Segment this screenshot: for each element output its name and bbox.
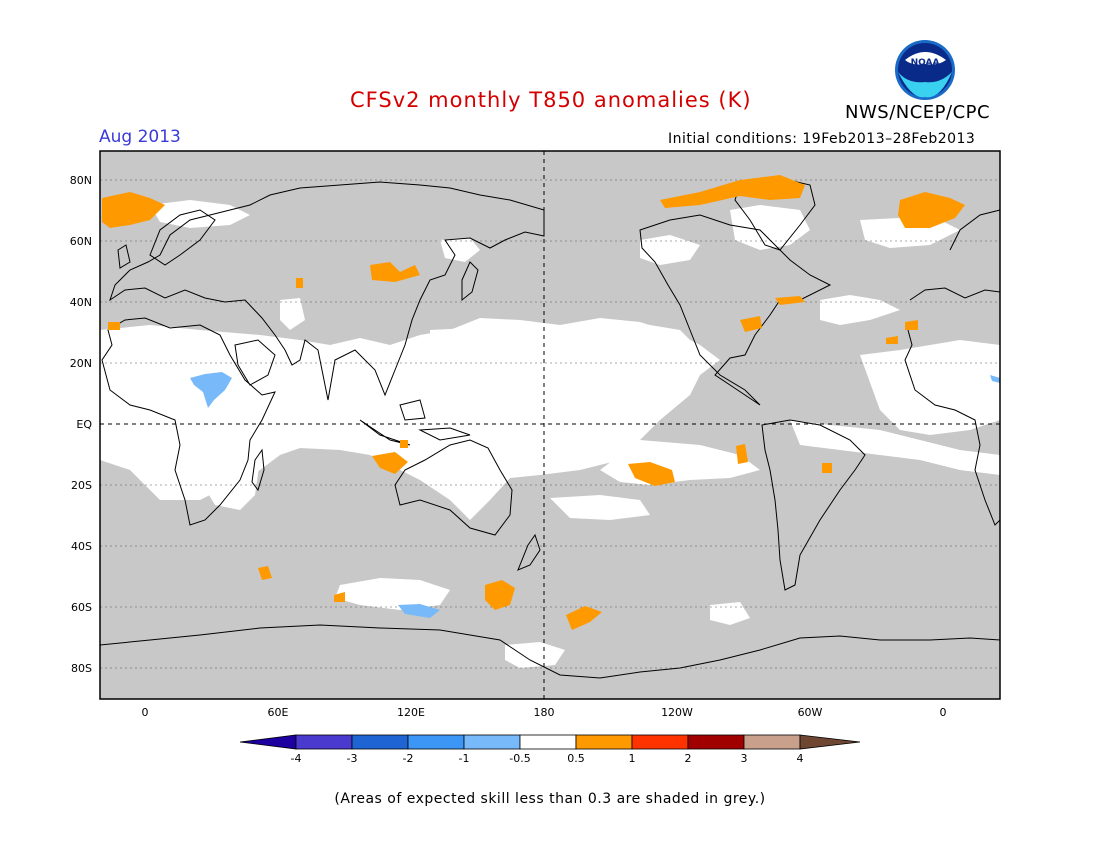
colorbar-label-05: 0.5 <box>567 752 585 765</box>
lon-label-60e: 60E <box>267 706 289 719</box>
colorbar-swatch-6 <box>575 734 633 750</box>
lat-label-80n: 80N <box>69 174 92 187</box>
colorbar <box>239 734 861 750</box>
colorbar-swatch-4 <box>463 734 521 750</box>
colorbar-arrow-high <box>799 734 861 750</box>
colorbar-label-m2: -2 <box>402 752 414 765</box>
lat-label-40n: 40N <box>69 296 92 309</box>
initial-conditions-label: Initial conditions: 19Feb2013–28Feb2013 <box>668 131 976 147</box>
colorbar-label-2: 2 <box>684 752 692 765</box>
lon-label-0-east: 0 <box>939 706 947 719</box>
colorbar-arrow-low <box>239 734 297 750</box>
colorbar-label-1: 1 <box>628 752 636 765</box>
colorbar-swatch-2 <box>351 734 409 750</box>
lat-label-60s: 60S <box>71 601 92 614</box>
map-frame <box>99 150 1001 700</box>
colorbar-swatch-8 <box>687 734 745 750</box>
colorbar-swatch-3 <box>407 734 465 750</box>
colorbar-swatch-9 <box>743 734 801 750</box>
map-title: CFSv2 monthly T850 anomalies (K) <box>350 88 752 112</box>
lat-label-60n: 60N <box>69 235 92 248</box>
organization-label: NWS/NCEP/CPC <box>845 102 991 123</box>
coastlines <box>99 177 1001 679</box>
colorbar-swatch-5 <box>519 734 577 750</box>
lat-label-40s: 40S <box>71 540 92 553</box>
noaa-logo: NOAA <box>895 40 955 100</box>
lon-label-120e: 120E <box>397 706 425 719</box>
lon-label-0: 0 <box>141 706 149 719</box>
negative-anomaly-regions <box>190 372 1000 618</box>
lat-label-80s: 80S <box>71 662 92 675</box>
colorbar-label-m1: -1 <box>458 752 470 765</box>
colorbar-label-4: 4 <box>796 752 804 765</box>
grid-lines <box>100 179 1000 669</box>
lat-label-20n: 20N <box>69 357 92 370</box>
lat-label-20s: 20S <box>71 479 92 492</box>
colorbar-label-m3: -3 <box>346 752 358 765</box>
skill-footnote: (Areas of expected skill less than 0.3 a… <box>334 791 766 807</box>
colorbar-swatch-1 <box>295 734 353 750</box>
lon-label-120w: 120W <box>661 706 693 719</box>
colorbar-label-m4: -4 <box>290 752 302 765</box>
svg-text:NOAA: NOAA <box>911 58 940 68</box>
lon-label-60w: 60W <box>797 706 823 719</box>
lon-label-180: 180 <box>533 706 555 719</box>
colorbar-label-m05: -0.5 <box>509 752 531 765</box>
colorbar-swatch-7 <box>631 734 689 750</box>
positive-anomaly-regions <box>102 175 965 630</box>
target-month-label: Aug 2013 <box>99 127 181 147</box>
lat-label-eq: EQ <box>76 418 92 431</box>
colorbar-label-3: 3 <box>740 752 748 765</box>
